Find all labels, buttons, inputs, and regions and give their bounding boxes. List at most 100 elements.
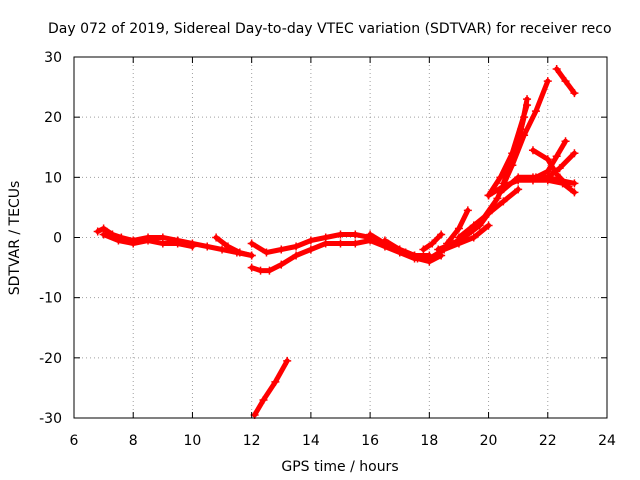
series-track-5 bbox=[247, 230, 375, 257]
data-point bbox=[306, 236, 315, 245]
chart-title: Day 072 of 2019, Sidereal Day-to-day VTE… bbox=[48, 21, 612, 37]
data-point bbox=[469, 221, 478, 230]
data-point bbox=[496, 188, 505, 197]
data-point bbox=[419, 245, 428, 254]
y-tick-label: -10 bbox=[39, 291, 62, 307]
y-tick-label: 30 bbox=[44, 50, 62, 66]
data-point bbox=[413, 254, 422, 263]
data-point bbox=[570, 188, 579, 197]
y-tick-label: -20 bbox=[39, 351, 62, 367]
data-point bbox=[543, 155, 552, 164]
data-point bbox=[259, 395, 268, 404]
x-tick-label: 14 bbox=[302, 433, 320, 449]
series-track-23 bbox=[552, 65, 579, 98]
series-track-12 bbox=[443, 206, 472, 248]
data-point bbox=[351, 230, 360, 239]
y-tick-label: -30 bbox=[39, 411, 62, 427]
series-track-9 bbox=[419, 230, 446, 254]
data-point bbox=[173, 239, 182, 248]
data-point bbox=[114, 236, 123, 245]
data-point bbox=[570, 89, 579, 98]
data-point bbox=[93, 227, 102, 236]
data-point bbox=[336, 239, 345, 248]
data-point bbox=[247, 239, 256, 248]
data-point bbox=[351, 239, 360, 248]
x-tick-label: 24 bbox=[598, 433, 616, 449]
series-line bbox=[500, 96, 530, 186]
data-point bbox=[366, 230, 375, 239]
data-point bbox=[401, 248, 410, 257]
data-point bbox=[543, 173, 552, 182]
data-point bbox=[484, 191, 493, 200]
y-tick-label: 0 bbox=[53, 231, 62, 247]
y-axis-title: SDTVAR / TECUs bbox=[7, 181, 23, 296]
data-point bbox=[395, 245, 404, 254]
data-point bbox=[428, 239, 437, 248]
data-point bbox=[306, 245, 315, 254]
data-point bbox=[454, 224, 463, 233]
data-point bbox=[265, 266, 274, 275]
x-tick-label: 22 bbox=[539, 433, 557, 449]
series-track-2 bbox=[99, 230, 197, 251]
data-point bbox=[144, 236, 153, 245]
data-point bbox=[561, 137, 570, 146]
data-point bbox=[203, 242, 212, 251]
data-point bbox=[129, 239, 138, 248]
data-point bbox=[262, 248, 271, 257]
data-point bbox=[256, 266, 265, 275]
data-point bbox=[247, 251, 256, 260]
x-tick-label: 8 bbox=[129, 433, 138, 449]
data-point bbox=[543, 77, 552, 86]
data-point bbox=[271, 377, 280, 386]
x-tick-label: 18 bbox=[420, 433, 438, 449]
data-point bbox=[292, 251, 301, 260]
series-track-16 bbox=[499, 95, 532, 188]
data-point bbox=[484, 221, 493, 230]
data-point bbox=[564, 182, 573, 191]
data-point bbox=[434, 245, 443, 254]
data-point bbox=[247, 263, 256, 272]
data-point bbox=[561, 77, 570, 86]
data-point bbox=[508, 161, 517, 170]
data-point bbox=[437, 230, 446, 239]
data-point bbox=[514, 173, 523, 182]
data-point bbox=[277, 245, 286, 254]
series-line bbox=[213, 235, 255, 258]
data-point bbox=[443, 239, 452, 248]
data-point bbox=[555, 164, 564, 173]
data-point bbox=[321, 233, 330, 242]
x-tick-label: 10 bbox=[184, 433, 202, 449]
series-line bbox=[509, 78, 551, 168]
data-point bbox=[478, 215, 487, 224]
data-point bbox=[99, 230, 108, 239]
x-tick-label: 16 bbox=[361, 433, 379, 449]
data-point bbox=[463, 206, 472, 215]
x-tick-label: 20 bbox=[480, 433, 498, 449]
series-track-3 bbox=[212, 233, 256, 260]
data-point bbox=[235, 248, 244, 257]
ticks: 6 8 10 12 14 16 18 20 22 24 -30 -20 -10 0 10 20 30 bbox=[39, 50, 616, 449]
x-tick-label: 12 bbox=[243, 433, 261, 449]
data-point bbox=[277, 260, 286, 269]
data-point bbox=[570, 179, 579, 188]
series-line bbox=[252, 358, 290, 418]
data-point bbox=[218, 245, 227, 254]
data-point bbox=[425, 254, 434, 263]
data-point bbox=[158, 239, 167, 248]
data-point bbox=[514, 185, 523, 194]
data-point bbox=[531, 107, 540, 116]
data-point bbox=[188, 242, 197, 251]
series-track-22 bbox=[543, 149, 579, 182]
y-tick-label: 10 bbox=[44, 170, 62, 186]
data-layer bbox=[93, 65, 579, 419]
series-line bbox=[403, 250, 444, 265]
data-point bbox=[469, 233, 478, 242]
series-track-17 bbox=[508, 77, 552, 170]
data-point bbox=[283, 356, 292, 365]
y-tick-label: 20 bbox=[44, 110, 62, 126]
series-line bbox=[533, 138, 568, 180]
data-point bbox=[523, 95, 532, 104]
series-track-24 bbox=[250, 356, 292, 419]
data-point bbox=[570, 149, 579, 158]
